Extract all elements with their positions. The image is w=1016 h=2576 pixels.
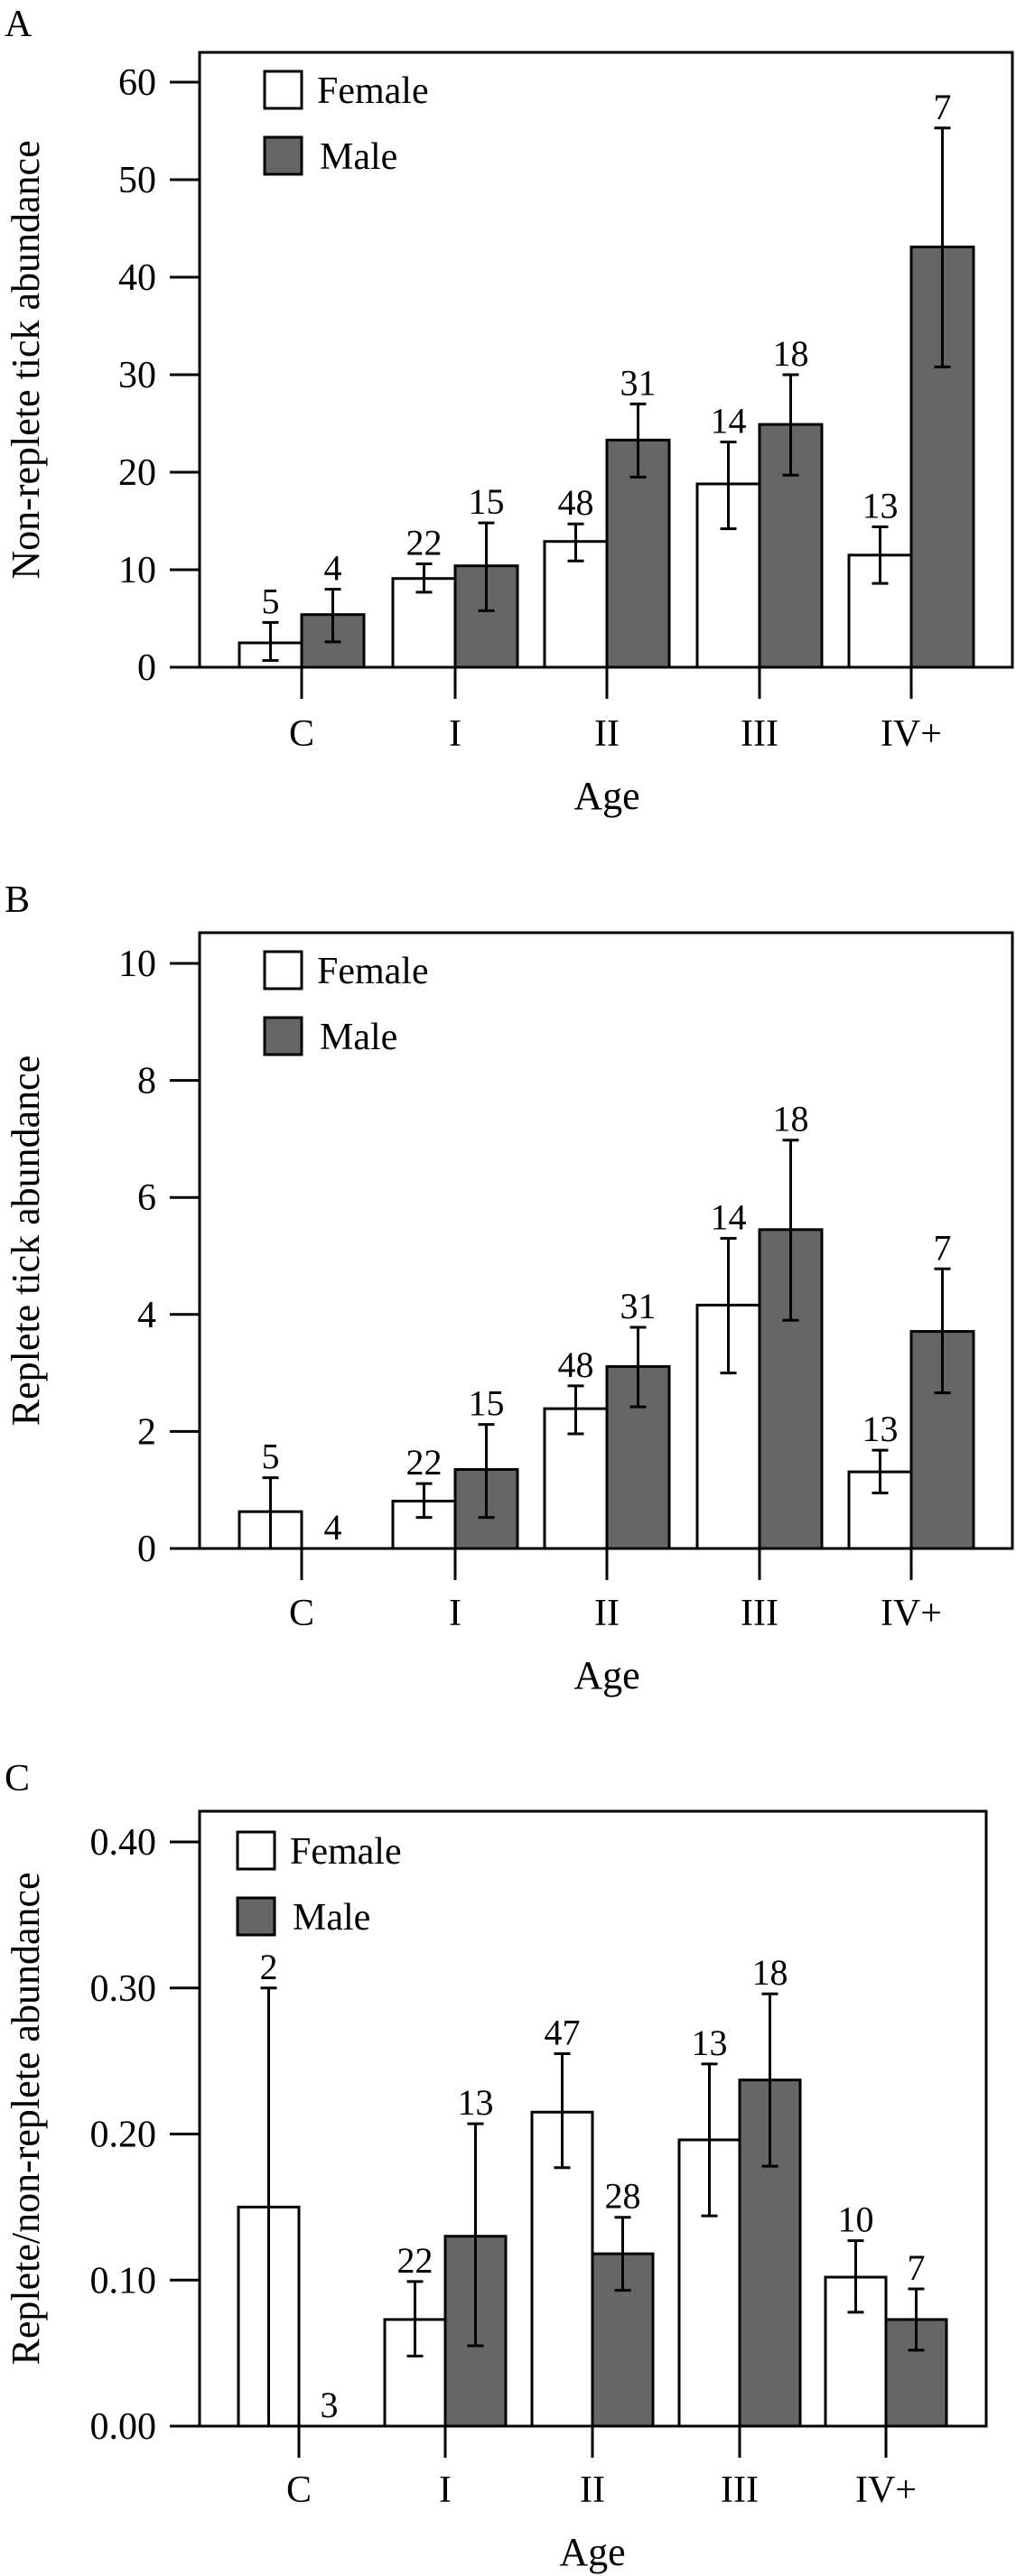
x-tick-label: C	[289, 713, 314, 755]
sample-size-label: 4	[324, 1507, 342, 1548]
sample-size-label: 31	[620, 362, 657, 403]
x-tick-label: I	[449, 1593, 461, 1634]
x-tick-label: III	[741, 1593, 778, 1634]
y-tick-label: 0	[137, 647, 156, 689]
legend-label-female: Female	[290, 1831, 402, 1873]
x-tick-label: IV+	[881, 713, 942, 755]
x-tick-label: IV+	[881, 1593, 942, 1634]
sample-size-label: 13	[692, 2023, 728, 2063]
y-tick-label: 4	[137, 1295, 156, 1336]
legend-swatch-male	[263, 135, 303, 176]
y-tick-label: 10	[118, 944, 156, 985]
legend-label-female: Female	[317, 951, 429, 992]
y-tick-label: 2	[137, 1411, 156, 1453]
y-tick-label: 20	[118, 452, 156, 494]
sample-size-label: 48	[558, 1344, 594, 1385]
sample-size-label: 13	[458, 2082, 494, 2123]
legend-label-male: Male	[320, 136, 397, 178]
y-axis-title: Replete/non-replete abundance	[4, 1872, 48, 2365]
y-tick-label: 0.20	[90, 2115, 157, 2156]
sample-size-label: 10	[838, 2199, 874, 2240]
sample-size-label: 18	[752, 1952, 788, 1993]
sample-size-label: 2	[260, 1947, 278, 1987]
legend-label-female: Female	[317, 70, 429, 112]
sample-size-label: 5	[262, 1437, 280, 1477]
y-tick-label: 10	[118, 550, 156, 591]
sample-size-label: 47	[545, 2013, 581, 2053]
x-tick-label: II	[580, 2469, 605, 2511]
sample-size-label: 18	[773, 333, 809, 374]
sample-size-label: 15	[469, 481, 505, 522]
y-tick-label: 0.00	[90, 2406, 157, 2448]
x-axis-title: Age	[573, 1653, 639, 1697]
y-tick-label: 30	[118, 355, 156, 396]
legend-swatch-female	[263, 70, 303, 110]
sample-size-label: 7	[908, 2247, 926, 2288]
x-axis-title: Age	[559, 2530, 625, 2574]
y-tick-label: 6	[137, 1177, 156, 1219]
y-tick-label: 0.40	[90, 1822, 157, 1864]
x-tick-label: II	[594, 1593, 620, 1634]
sample-size-label: 15	[469, 1383, 505, 1424]
sample-size-label: 13	[862, 485, 899, 525]
x-tick-label: II	[594, 713, 620, 755]
sample-size-label: 7	[934, 87, 952, 127]
y-tick-label: 60	[118, 62, 156, 104]
x-tick-label: III	[721, 2469, 759, 2511]
sample-size-label: 5	[262, 581, 280, 621]
panel-c: C 0.00 0.10 0.20 0.30 0.40 Replete/non-replete…	[4, 1758, 988, 2574]
y-tick-label: 8	[137, 1061, 156, 1102]
y-tick-label: 0.10	[90, 2260, 157, 2302]
x-axis-title: Age	[573, 774, 639, 818]
sample-size-label: 14	[711, 1197, 747, 1238]
x-tick-label: IV+	[855, 2469, 917, 2511]
sample-size-label: 48	[558, 482, 594, 523]
panel-label: A	[5, 4, 33, 45]
panel-label: B	[5, 879, 30, 921]
legend-label-male: Male	[320, 1017, 397, 1058]
sample-size-label: 7	[934, 1227, 952, 1268]
panel-label: C	[5, 1758, 30, 1799]
legend-label-male: Male	[293, 1897, 370, 1939]
y-tick-label: 50	[118, 160, 156, 201]
legend-swatch-female	[236, 1830, 276, 1871]
x-tick-label: C	[286, 2469, 312, 2511]
sample-size-label: 22	[406, 523, 443, 563]
y-tick-label: 0.30	[90, 1968, 157, 2010]
sample-size-label: 22	[406, 1442, 443, 1483]
y-axis-title: Replete tick abundance	[4, 1056, 48, 1426]
sample-size-label: 18	[773, 1099, 809, 1139]
legend-swatch-male	[236, 1896, 276, 1937]
x-tick-label: I	[439, 2469, 452, 2511]
x-tick-label: III	[741, 713, 778, 755]
y-tick-label: 0	[137, 1529, 156, 1570]
sample-size-label: 13	[862, 1409, 899, 1449]
y-axis-title: Non-replete tick abundance	[4, 140, 48, 579]
sample-size-label: 31	[620, 1286, 657, 1326]
x-tick-label: C	[289, 1593, 314, 1634]
y-tick-label: 40	[118, 257, 156, 299]
sample-size-label: 28	[605, 2176, 641, 2217]
panel-a: A 0 10 20 30 40 50 60 Non-replete tick abundance…	[4, 4, 1014, 818]
sample-size-label: 22	[397, 2240, 433, 2281]
sample-size-label: 14	[711, 401, 747, 442]
sample-size-label: 3	[321, 2385, 339, 2425]
x-tick-label: I	[449, 713, 461, 755]
sample-size-label: 4	[324, 548, 342, 589]
legend-swatch-female	[263, 950, 303, 990]
legend-swatch-male	[263, 1016, 303, 1056]
